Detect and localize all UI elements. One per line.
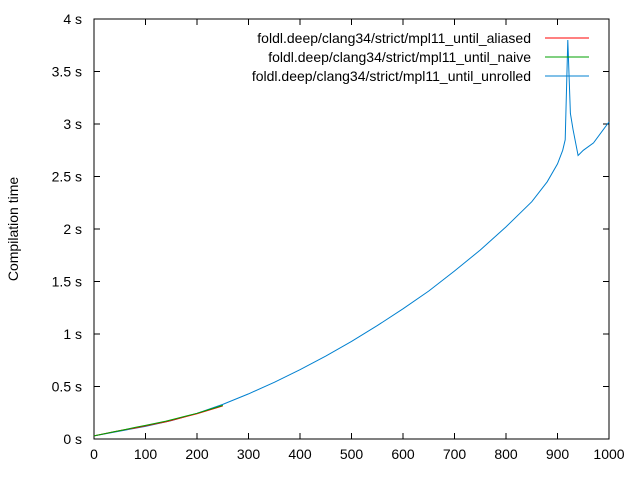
x-tick-label: 300 [237,446,261,462]
series-line-3 [93,39,610,437]
x-tick-label: 100 [134,446,158,462]
x-tick-label: 900 [546,446,570,462]
x-tick-label: 800 [494,446,518,462]
y-tick-label: 4 s [63,11,82,27]
x-tick-label: 600 [391,446,415,462]
x-tick-label: 200 [185,446,209,462]
legend: foldl.deep/clang34/strict/mpl11_until_al… [252,30,589,84]
series-layer [93,39,610,437]
y-axis-ticks: 0 s 0.5 s 1 s 1.5 s 2 s 2.5 s 3 s 3.5 s 4 s [52,11,609,447]
y-tick-label: 3 s [63,116,82,132]
y-tick-label: 1 s [63,326,82,342]
x-tick-label: 0 [90,446,98,462]
y-axis-title: Compilation time [5,177,21,281]
x-axis-ticks: 0 100 200 300 400 500 600 700 800 900 1000 [90,19,625,462]
y-tick-label: 1.5 s [52,274,82,290]
y-tick-label: 2.5 s [52,169,82,185]
x-tick-label: 500 [340,446,364,462]
y-tick-label: 3.5 s [52,64,82,80]
x-tick-label: 700 [443,446,467,462]
x-tick-label: 1000 [593,446,624,462]
legend-label: foldl.deep/clang34/strict/mpl11_until_na… [268,49,531,65]
legend-label: foldl.deep/clang34/strict/mpl11_until_un… [252,68,531,84]
x-tick-label: 400 [288,446,312,462]
legend-label: foldl.deep/clang34/strict/mpl11_until_al… [257,30,531,46]
y-tick-label: 0 s [63,431,82,447]
series-line-2 [93,404,223,437]
y-tick-label: 0.5 s [52,379,82,395]
y-tick-label: 2 s [63,221,82,237]
